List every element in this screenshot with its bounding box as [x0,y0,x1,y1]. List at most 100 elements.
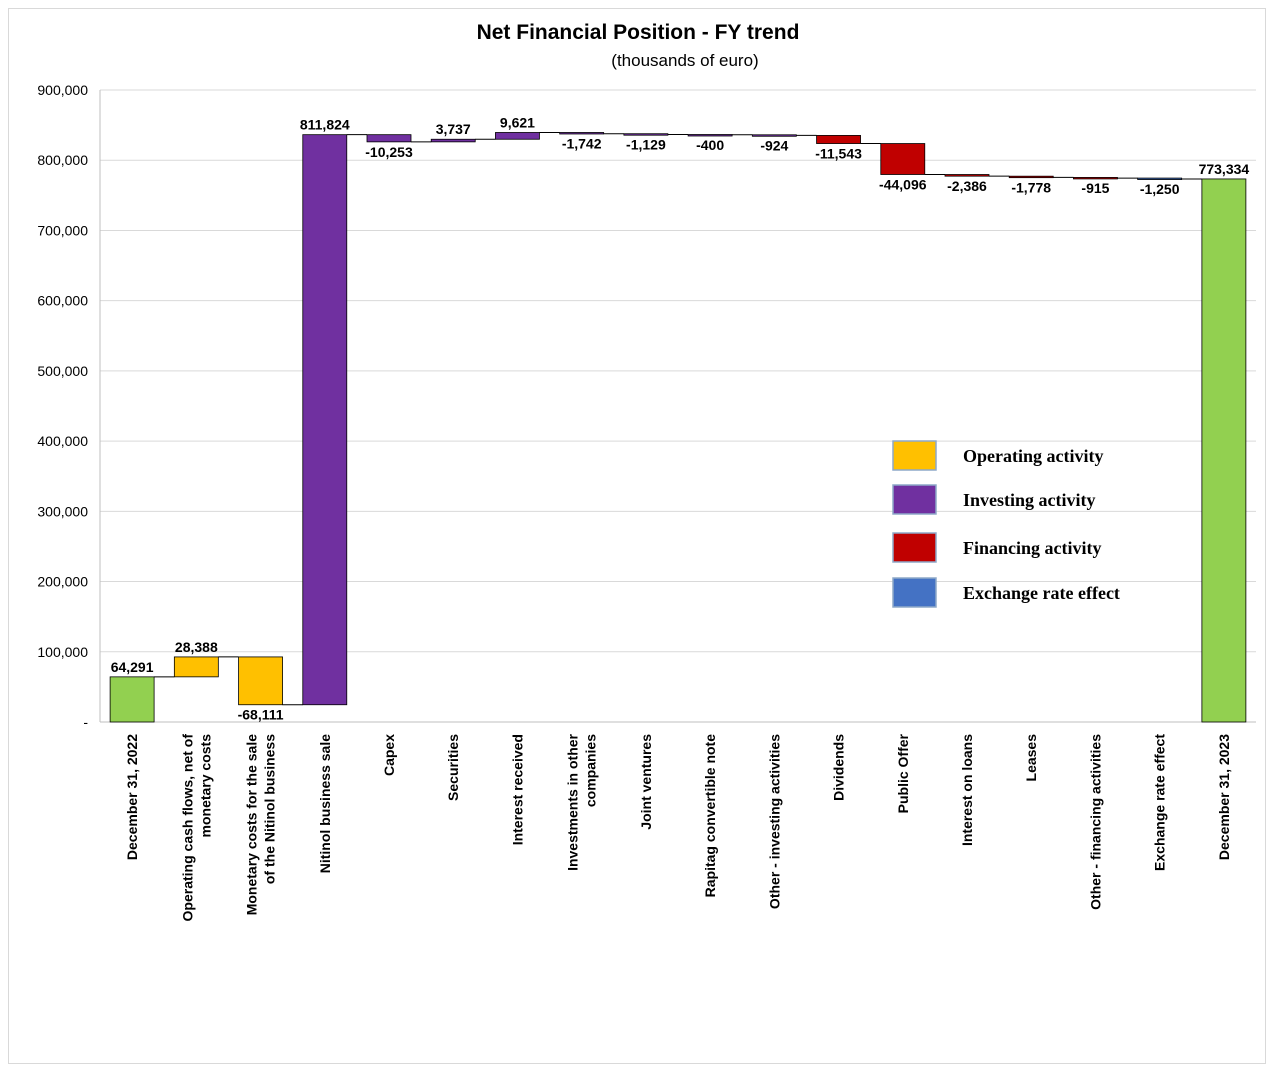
bar-5 [430,138,476,143]
y-tick-label: 200,000 [37,574,88,590]
x-tick-text: Rapitag convertible note [702,734,718,898]
x-tick-line: Public Offer [895,733,911,813]
x-tick-line: December 31, 2022 [124,734,140,860]
x-tick-label: Exchange rate effect [1152,734,1168,871]
data-label: 773,334 [1199,161,1250,177]
x-tick-label: Investments in other companies [565,733,599,870]
x-tick-text: Other - investing activities [766,734,782,909]
x-tick-label: Nitinol business sale [317,734,333,873]
x-tick-line: Dividends [831,734,847,801]
x-tick-line: Nitinol business sale [317,734,333,873]
x-tick-line: Exchange rate effect [1152,734,1168,871]
bar-3 [302,134,348,706]
data-label: -2,386 [947,178,987,194]
x-tick-text: Interest received [509,734,525,845]
bar-8 [623,133,669,136]
x-tick-text: Investments in other companies [565,733,599,870]
x-tick-label: Operating cash flows, net of monetary cos… [179,734,213,922]
y-tick-label: 100,000 [37,644,88,660]
bar-17 [1201,178,1247,723]
x-tick-text: Exchange rate effect [1152,734,1168,871]
y-axis: - 100,000 200,000 300,000 400,000 500,000 600,… [37,82,1256,730]
x-tick-label: Other - investing activities [766,734,782,909]
y-tick-label: 900,000 [37,82,88,98]
y-tick-label: - [83,714,88,730]
x-tick-text: Interest on loans [959,734,975,846]
chart-subtitle: (thousands of euro) [611,51,758,70]
bar-1 [173,656,219,678]
data-labels: 64,291 28,388 -68,111 811,824 -10,253 3,737 9,… [111,114,1250,722]
bar-12 [880,143,926,175]
x-tick-line: of the Nitinol business [262,734,278,884]
x-tick-label: Rapitag convertible note [702,734,718,898]
x-tick-label: Interest on loans [959,734,975,846]
x-tick-text: Dividends [831,734,847,801]
legend-label: Operating activity [963,446,1103,466]
x-tick-line: Interest received [509,734,525,845]
x-tick-label: Securities [445,734,461,801]
data-label: 64,291 [111,659,154,675]
data-label: -1,129 [626,137,666,153]
gridlines [100,89,1256,653]
y-tick-label: 300,000 [37,503,88,519]
data-label: -11,543 [815,146,862,162]
x-tick-text: Public Offer [895,733,911,813]
x-tick-line: Investments in other [565,733,581,870]
bar-16 [1137,177,1183,180]
x-tick-line: Other - investing activities [766,734,782,909]
bar-15 [1073,177,1118,180]
x-tick-text: Leases [1023,734,1039,782]
x-tick-line: Monetary costs for the sale [244,734,260,915]
x-tick-label: Dividends [831,734,847,801]
data-label: 9,621 [500,114,535,130]
x-tick-line: Interest on loans [959,734,975,846]
x-tick-text: December 31, 2022 [124,734,140,860]
x-tick-line: Rapitag convertible note [702,734,718,898]
data-label: -1,778 [1011,179,1051,195]
data-label: 3,737 [436,121,471,137]
legend-label: Investing activity [963,490,1096,510]
chart-frame [8,8,1266,1064]
x-tick-line: Capex [381,734,397,776]
bar-11 [816,135,861,144]
bar-6 [495,132,540,140]
legend-label: Exchange rate effect [963,583,1120,603]
connector-lines [154,131,1202,706]
bars [109,132,1247,723]
y-tick-label: 400,000 [37,433,88,449]
y-tick-label: 800,000 [37,152,88,168]
bar-2 [238,656,283,706]
x-tick-label: Interest received [509,734,525,845]
x-tick-line: monetary costs [197,734,213,838]
bar-9 [687,134,733,137]
x-tick-label: Public Offer [895,733,911,813]
x-tick-line: Leases [1023,734,1039,782]
x-tick-text: Monetary costs for the sale of the Nitino… [244,734,278,915]
data-label: 28,388 [175,639,218,655]
x-tick-line: companies [583,734,599,807]
x-tick-text: Other - financing activities [1087,734,1103,910]
legend-swatch-financing [892,532,937,563]
x-tick-text: December 31, 2023 [1216,734,1232,860]
x-tick-line: Securities [445,734,461,801]
bar-0 [109,676,155,723]
legend-swatch-exchange [892,577,937,608]
x-axis: December 31, 2022 Operating cash flows, n… [124,733,1232,921]
x-tick-label: Other - financing activities [1087,734,1103,910]
bar-7 [559,132,605,135]
y-tick-label: 500,000 [37,363,88,379]
data-label: -10,253 [365,144,413,160]
legend-label: Financing activity [963,538,1102,558]
bar-4 [366,134,412,143]
y-tick-label: 600,000 [37,293,88,309]
x-tick-text: Nitinol business sale [317,734,333,873]
x-tick-text: Joint ventures [638,734,654,830]
x-tick-label: Monetary costs for the sale of the Nitino… [244,734,278,915]
data-label: 811,824 [300,117,350,133]
bar-13 [944,174,990,177]
bar-14 [1008,175,1054,179]
legend-swatch-operating [892,440,937,471]
x-tick-line: Other - financing activities [1087,734,1103,910]
x-tick-label: Capex [381,734,397,776]
